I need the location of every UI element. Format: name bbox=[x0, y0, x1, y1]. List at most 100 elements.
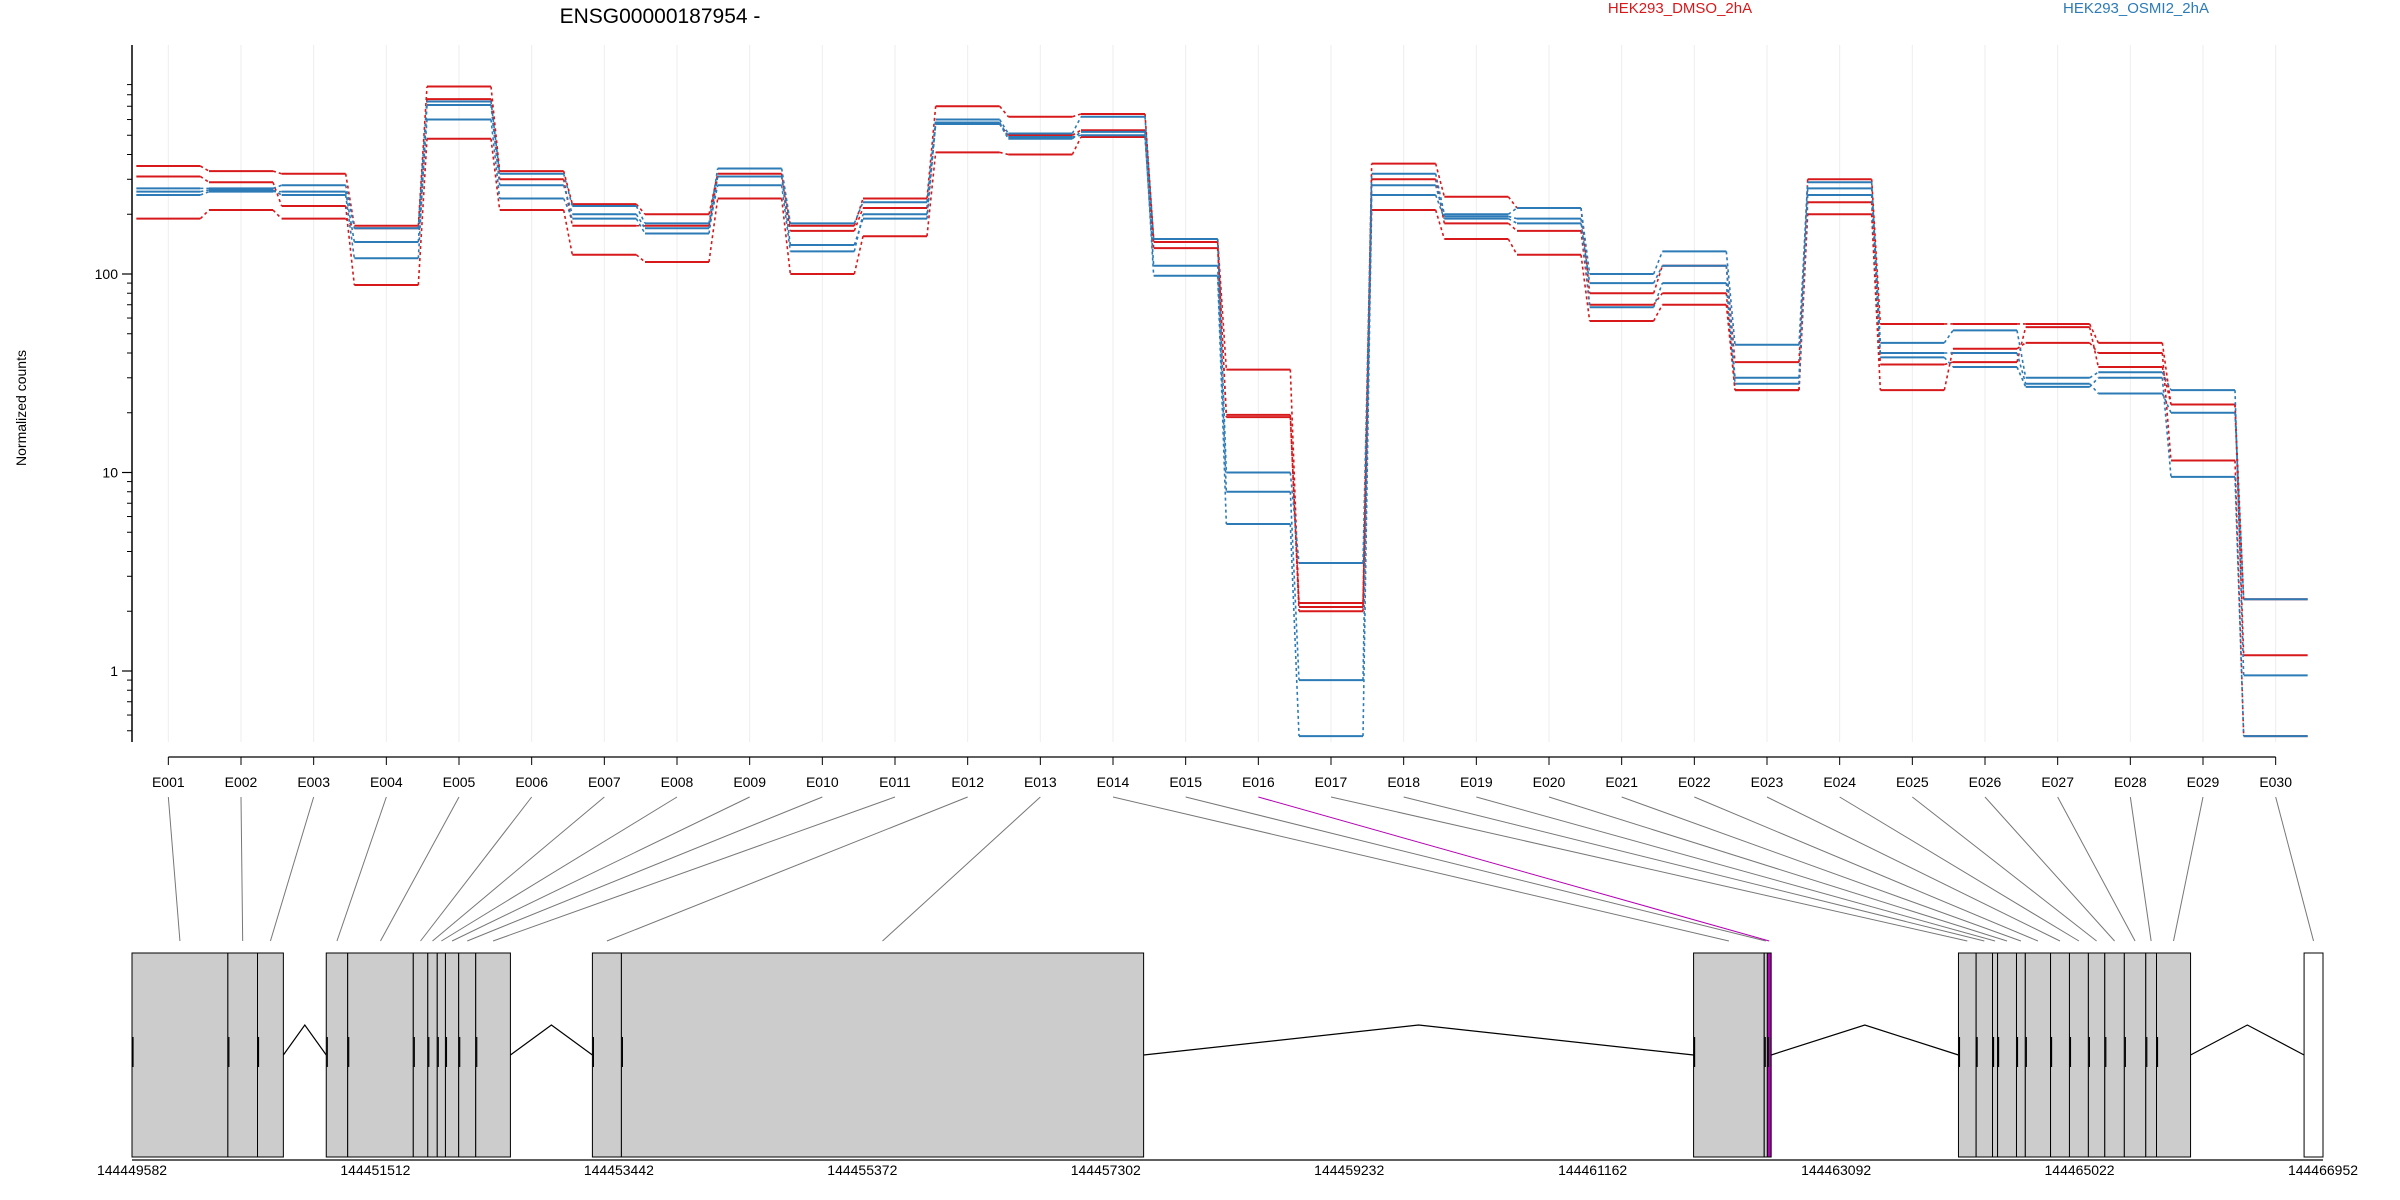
series-3-step-E017 bbox=[1362, 173, 1373, 564]
series-0-step-E013 bbox=[1072, 113, 1082, 118]
series-1-step-E026 bbox=[2016, 342, 2027, 350]
series-3-step-E025 bbox=[1943, 329, 1954, 344]
connector-E024 bbox=[1839, 796, 2080, 942]
series-1-step-E011 bbox=[926, 152, 937, 237]
series-1-step-E025 bbox=[1943, 348, 1954, 391]
series-4-step-E019 bbox=[1507, 217, 1518, 225]
exon-box-E027 bbox=[2123, 952, 2147, 1158]
intron-1 bbox=[282, 1023, 327, 1056]
series-1-step-E019 bbox=[1507, 238, 1518, 256]
connector-E022 bbox=[1694, 796, 2039, 942]
series-0-step-E008 bbox=[708, 173, 719, 215]
series-5-step-E008 bbox=[708, 185, 719, 229]
series-2-step-E025 bbox=[1944, 361, 1954, 366]
coordinate-label-3: 144455372 bbox=[827, 1162, 897, 1178]
series-1-step-E029 bbox=[2234, 460, 2245, 737]
series-5-step-E026 bbox=[2016, 366, 2027, 388]
coordinate-label-0: 144449582 bbox=[97, 1162, 167, 1178]
y-axis-label: Normalized counts bbox=[13, 350, 29, 466]
series-4-step-E018 bbox=[1434, 194, 1446, 219]
y-tick-label-100: 100 bbox=[95, 266, 119, 282]
coordinate-label-5: 144459232 bbox=[1314, 1162, 1384, 1178]
series-3-step-E015 bbox=[1216, 239, 1228, 473]
series-3-step-E018 bbox=[1434, 173, 1446, 215]
series-1-step-E018 bbox=[1434, 209, 1446, 240]
series-4-step-E001 bbox=[200, 190, 210, 196]
exon-label-E004: E004 bbox=[370, 774, 403, 790]
series-4-step-E003 bbox=[344, 191, 356, 243]
exon-label-E023: E023 bbox=[1751, 774, 1784, 790]
series-4-step-E026 bbox=[2016, 352, 2027, 384]
series-1-step-E006 bbox=[562, 209, 574, 255]
intron-4 bbox=[1770, 1024, 1959, 1056]
connector-E005 bbox=[380, 796, 460, 942]
series-1-step-E009 bbox=[780, 198, 792, 275]
exon-label-E008: E008 bbox=[661, 774, 694, 790]
connector-E002 bbox=[240, 796, 244, 942]
series-4-step-E020 bbox=[1580, 223, 1591, 284]
exon-label-E001: E001 bbox=[152, 774, 185, 790]
series-3-step-E002 bbox=[272, 184, 282, 190]
exon-label-E010: E010 bbox=[806, 774, 839, 790]
exon-label-E028: E028 bbox=[2114, 774, 2147, 790]
series-1-step-E013 bbox=[1071, 136, 1082, 155]
legend-entry-dmso: HEK293_DMSO_2hA bbox=[1608, 0, 1752, 17]
series-1-step-E002 bbox=[272, 181, 283, 207]
connector-E028 bbox=[2129, 796, 2152, 942]
exon-box-E025 bbox=[2087, 952, 2106, 1158]
exon-label-E019: E019 bbox=[1460, 774, 1493, 790]
series-3-step-E010 bbox=[853, 201, 864, 224]
series-1-step-E021 bbox=[1652, 304, 1664, 322]
exon-label-E006: E006 bbox=[515, 774, 548, 790]
exon-box-E014 bbox=[1693, 952, 1765, 1158]
connector-E016 bbox=[1258, 796, 1770, 942]
series-2-step-E023 bbox=[1798, 202, 1809, 391]
series-2-step-E010 bbox=[853, 207, 864, 232]
exon-label-E014: E014 bbox=[1097, 774, 1130, 790]
series-3 bbox=[136, 100, 2308, 677]
series-1 bbox=[136, 135, 2308, 738]
connector-E020 bbox=[1548, 796, 2008, 942]
exon-label-E029: E029 bbox=[2187, 774, 2220, 790]
series-2-step-E021 bbox=[1653, 292, 1663, 306]
exon-box-E016 bbox=[1766, 952, 1772, 1158]
series-5-step-E014 bbox=[1144, 135, 1155, 266]
connector-E025 bbox=[1912, 796, 2097, 942]
series-0-step-E001 bbox=[199, 165, 210, 172]
intron-3 bbox=[1143, 1024, 1694, 1056]
series-1-step-E010 bbox=[853, 236, 864, 275]
series-5-step-E023 bbox=[1798, 194, 1809, 384]
series-5 bbox=[136, 104, 2308, 738]
coordinate-label-1: 144451512 bbox=[340, 1162, 410, 1178]
exon-connectors bbox=[167, 796, 2315, 942]
series-4-step-E008 bbox=[708, 176, 719, 234]
exon-box-E026 bbox=[2104, 952, 2125, 1158]
series-5-step-E013 bbox=[1072, 134, 1082, 138]
series-2-step-E026 bbox=[2016, 326, 2027, 363]
exon-box-E005 bbox=[347, 952, 414, 1158]
connector-E030 bbox=[2275, 796, 2315, 942]
series-4 bbox=[136, 118, 2308, 738]
axes: 1 10 100 E001 E002 E003 E004 E005 E006 E007 E008 E0… bbox=[95, 45, 2292, 790]
series-4-step-E006 bbox=[562, 198, 574, 219]
exon-label-E024: E024 bbox=[1823, 774, 1856, 790]
series-lines bbox=[136, 85, 2308, 738]
series-5-step-E021 bbox=[1652, 282, 1664, 308]
exon-label-E030: E030 bbox=[2259, 774, 2292, 790]
gene-model: 144449582 144451512 144453442 144455372 1444… bbox=[97, 952, 2358, 1178]
series-3-step-E014 bbox=[1144, 116, 1155, 240]
exon-label-E018: E018 bbox=[1387, 774, 1420, 790]
series-5-step-E018 bbox=[1434, 185, 1446, 217]
exon-box-E009 bbox=[444, 952, 460, 1158]
series-0-step-E028 bbox=[2161, 342, 2172, 405]
series-1-step-E008 bbox=[708, 198, 719, 263]
exon-label-E009: E009 bbox=[733, 774, 766, 790]
coordinate-label-6: 144461162 bbox=[1558, 1162, 1627, 1178]
exon-label-E022: E022 bbox=[1678, 774, 1711, 790]
series-0-step-E007 bbox=[635, 203, 646, 215]
series-5-step-E019 bbox=[1508, 215, 1518, 220]
exon-box-E030 bbox=[2303, 952, 2324, 1158]
series-5-step-E005 bbox=[490, 104, 501, 186]
exon-box-E013 bbox=[620, 952, 1145, 1158]
connector-E011 bbox=[492, 796, 896, 942]
